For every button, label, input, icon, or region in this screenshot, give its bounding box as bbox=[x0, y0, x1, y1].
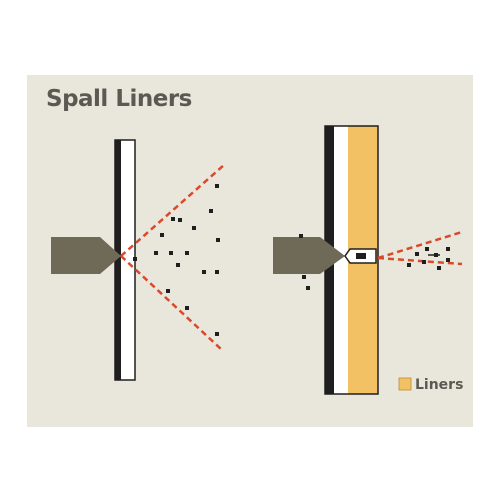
fragment bbox=[154, 251, 158, 255]
spall-cone-upper bbox=[120, 164, 225, 257]
scene-with-liner bbox=[273, 125, 463, 395]
fragment bbox=[215, 184, 219, 188]
fragment bbox=[215, 332, 219, 336]
fragment bbox=[160, 233, 164, 237]
fragment bbox=[306, 286, 310, 290]
legend: Liners bbox=[398, 377, 463, 393]
fragment bbox=[209, 209, 213, 213]
fragment bbox=[185, 306, 189, 310]
fragment bbox=[446, 247, 450, 251]
armor-plate-face bbox=[334, 126, 348, 394]
projectile bbox=[273, 237, 345, 274]
armor-plate-edge bbox=[115, 140, 121, 380]
diagram-title: Spall Liners bbox=[46, 86, 192, 112]
legend-label-liners: Liners bbox=[415, 377, 463, 393]
fragment bbox=[192, 226, 196, 230]
spall-fragments bbox=[133, 184, 220, 336]
fragment bbox=[133, 257, 137, 261]
fragment bbox=[415, 252, 419, 256]
fragment bbox=[302, 275, 306, 279]
fragment bbox=[185, 251, 189, 255]
trapped-fragment bbox=[356, 253, 366, 259]
fragment bbox=[299, 234, 303, 238]
fragment bbox=[422, 260, 426, 264]
fragment bbox=[171, 217, 175, 221]
fragment bbox=[166, 289, 170, 293]
fragment bbox=[178, 218, 182, 222]
spall-cone-lower bbox=[377, 256, 463, 266]
fragment bbox=[202, 270, 206, 274]
spall-cone-lower bbox=[120, 255, 223, 351]
scene-without-liner bbox=[51, 139, 225, 381]
fragment bbox=[215, 270, 219, 274]
fragment bbox=[446, 258, 450, 262]
fragment bbox=[407, 263, 411, 267]
fragment bbox=[437, 266, 441, 270]
projectile bbox=[51, 237, 121, 274]
legend-swatch-liners bbox=[398, 377, 412, 391]
fragment bbox=[216, 238, 220, 242]
fragment bbox=[169, 251, 173, 255]
spall-cone-upper bbox=[377, 230, 463, 260]
fragment bbox=[176, 263, 180, 267]
fragment bbox=[425, 247, 429, 251]
